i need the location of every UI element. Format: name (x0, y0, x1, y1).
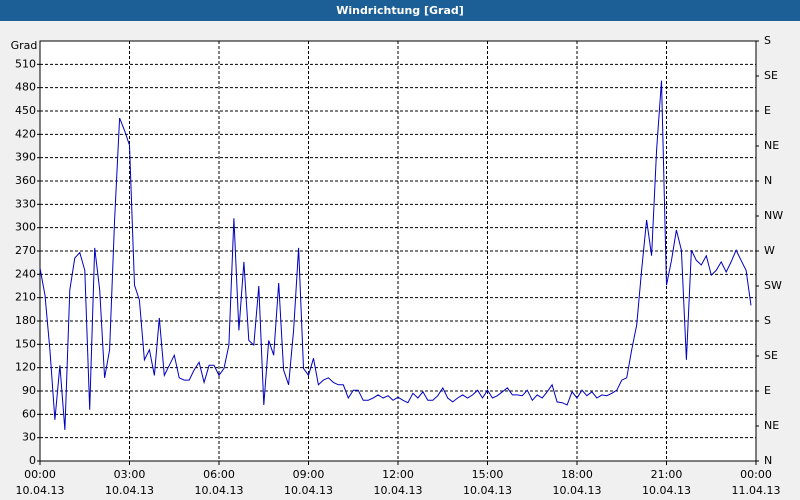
y-tick-label: 300 (15, 221, 36, 234)
y-tick-label: 240 (15, 267, 36, 280)
y-tick-label: 450 (15, 104, 36, 117)
y-tick-label: 480 (15, 81, 36, 94)
y-tick-label: 0 (29, 454, 36, 467)
x-tick-date: 10.04.13 (16, 484, 65, 497)
y2-tick-label: E (764, 104, 771, 117)
y-tick-label: 420 (15, 127, 36, 140)
y-tick-label: 210 (15, 291, 36, 304)
x-tick-date: 10.04.13 (105, 484, 154, 497)
y2-tick-label: N (764, 454, 772, 467)
y2-tick-label: N (764, 174, 772, 187)
data-line (39, 80, 752, 430)
x-tick-date: 10.04.13 (195, 484, 244, 497)
y2-tick-label: W (764, 244, 775, 257)
x-tick-date: 11.04.13 (732, 484, 781, 497)
y-tick-label: 360 (15, 174, 36, 187)
x-tick-date: 10.04.13 (642, 484, 691, 497)
x-tick-label: 12:00 (382, 468, 414, 481)
y2-tick-label: SE (764, 349, 778, 362)
y2-tick-label: S (764, 314, 771, 327)
y-tick-label: 390 (15, 151, 36, 164)
y2-tick-label: SW (764, 279, 782, 292)
y-tick-label: 90 (22, 384, 36, 397)
title-bar (0, 0, 800, 21)
x-tick-label: 18:00 (561, 468, 593, 481)
y2-tick-label: E (764, 384, 771, 397)
x-tick-date: 10.04.13 (463, 484, 512, 497)
y-tick-label: 330 (15, 197, 36, 210)
x-tick-label: 21:00 (651, 468, 683, 481)
y-tick-label: 180 (15, 314, 36, 327)
y2-tick-label: S (764, 34, 771, 47)
y-tick-label: 60 (22, 407, 36, 420)
y-tick-label: 150 (15, 337, 36, 350)
y-tick-label: 120 (15, 361, 36, 374)
y2-tick-label: NE (764, 139, 779, 152)
y2-tick-label: SE (764, 69, 778, 82)
y2-tick-label: NE (764, 419, 779, 432)
x-tick-label: 00:00 (740, 468, 772, 481)
y2-tick-label: NW (764, 209, 783, 222)
x-tick-label: 09:00 (293, 468, 325, 481)
x-tick-date: 10.04.13 (553, 484, 602, 497)
x-tick-label: 15:00 (472, 468, 504, 481)
y-tick-label: 30 (22, 431, 36, 444)
x-tick-label: 06:00 (203, 468, 235, 481)
x-tick-date: 10.04.13 (284, 484, 333, 497)
y-tick-label: 510 (15, 57, 36, 70)
x-tick-date: 10.04.13 (374, 484, 423, 497)
x-tick-label: 00:00 (24, 468, 56, 481)
y-tick-label: 270 (15, 244, 36, 257)
x-tick-label: 03:00 (114, 468, 146, 481)
y-axis-label: Grad (11, 39, 38, 52)
chart-title: Windrichtung [Grad] (336, 4, 464, 17)
